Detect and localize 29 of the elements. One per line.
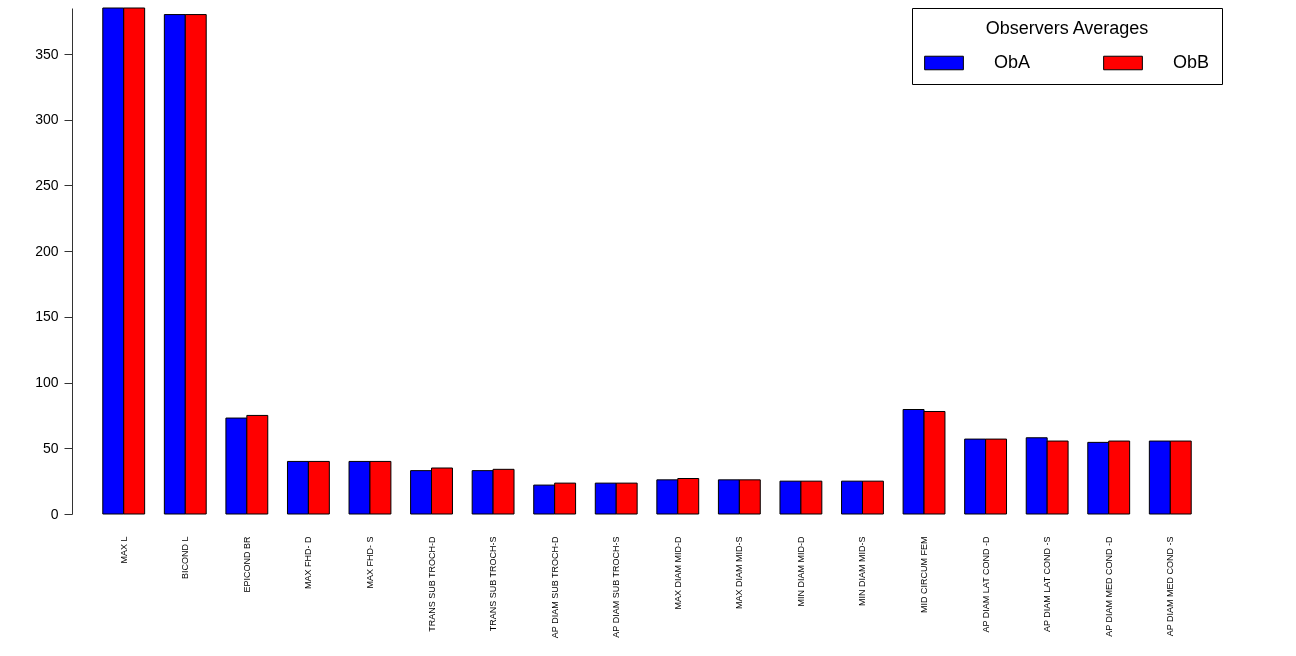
x-tick-label: MID CIRCUM FEM xyxy=(919,536,930,613)
x-tick-label: BICOND L xyxy=(180,536,191,580)
x-tick-label: AP DIAM SUB TROCH-D xyxy=(549,536,560,639)
x-tick-label: MAX FHD- D xyxy=(303,536,314,589)
x-tick-label: AP DIAM MED COND -S xyxy=(1165,536,1176,637)
x-tick-label: AP DIAM LAT COND -S xyxy=(1042,536,1053,633)
x-tick-label: AP DIAM MED COND -D xyxy=(1103,536,1114,637)
x-tick-label: AP DIAM SUB TROCH-S xyxy=(611,536,622,638)
y-tick-label: 200 xyxy=(35,242,59,259)
y-tick-label: 50 xyxy=(42,439,59,456)
y-tick-label: 300 xyxy=(35,111,59,128)
x-tick-label: MAX DIAM MID-S xyxy=(734,536,745,610)
legend-label: ObA xyxy=(994,52,1031,72)
y-tick-label: 100 xyxy=(35,374,59,391)
y-tick-label: 0 xyxy=(50,505,59,522)
x-tick-label: MAX DIAM MID-D xyxy=(672,536,683,610)
y-tick-label: 150 xyxy=(35,308,59,325)
x-tick-label: TRANS SUB TROCH-D xyxy=(426,536,437,632)
x-tick-label: AP DIAM LAT COND -D xyxy=(980,536,991,633)
x-tick-label: TRANS SUB TROCH-S xyxy=(488,536,499,632)
legend-title: Observers Averages xyxy=(985,18,1149,38)
x-tick-label: MAX L xyxy=(118,536,129,564)
y-tick-label: 250 xyxy=(35,176,59,193)
legend-label: ObB xyxy=(1173,52,1210,72)
x-tick-label: EPICOND BR xyxy=(241,536,252,593)
x-tick-label: MAX FHD- S xyxy=(364,536,375,589)
y-tick-label: 350 xyxy=(35,45,59,62)
x-tick-label: MIN DIAM MID-S xyxy=(857,536,868,606)
x-tick-label: MIN DIAM MID-D xyxy=(795,536,806,607)
